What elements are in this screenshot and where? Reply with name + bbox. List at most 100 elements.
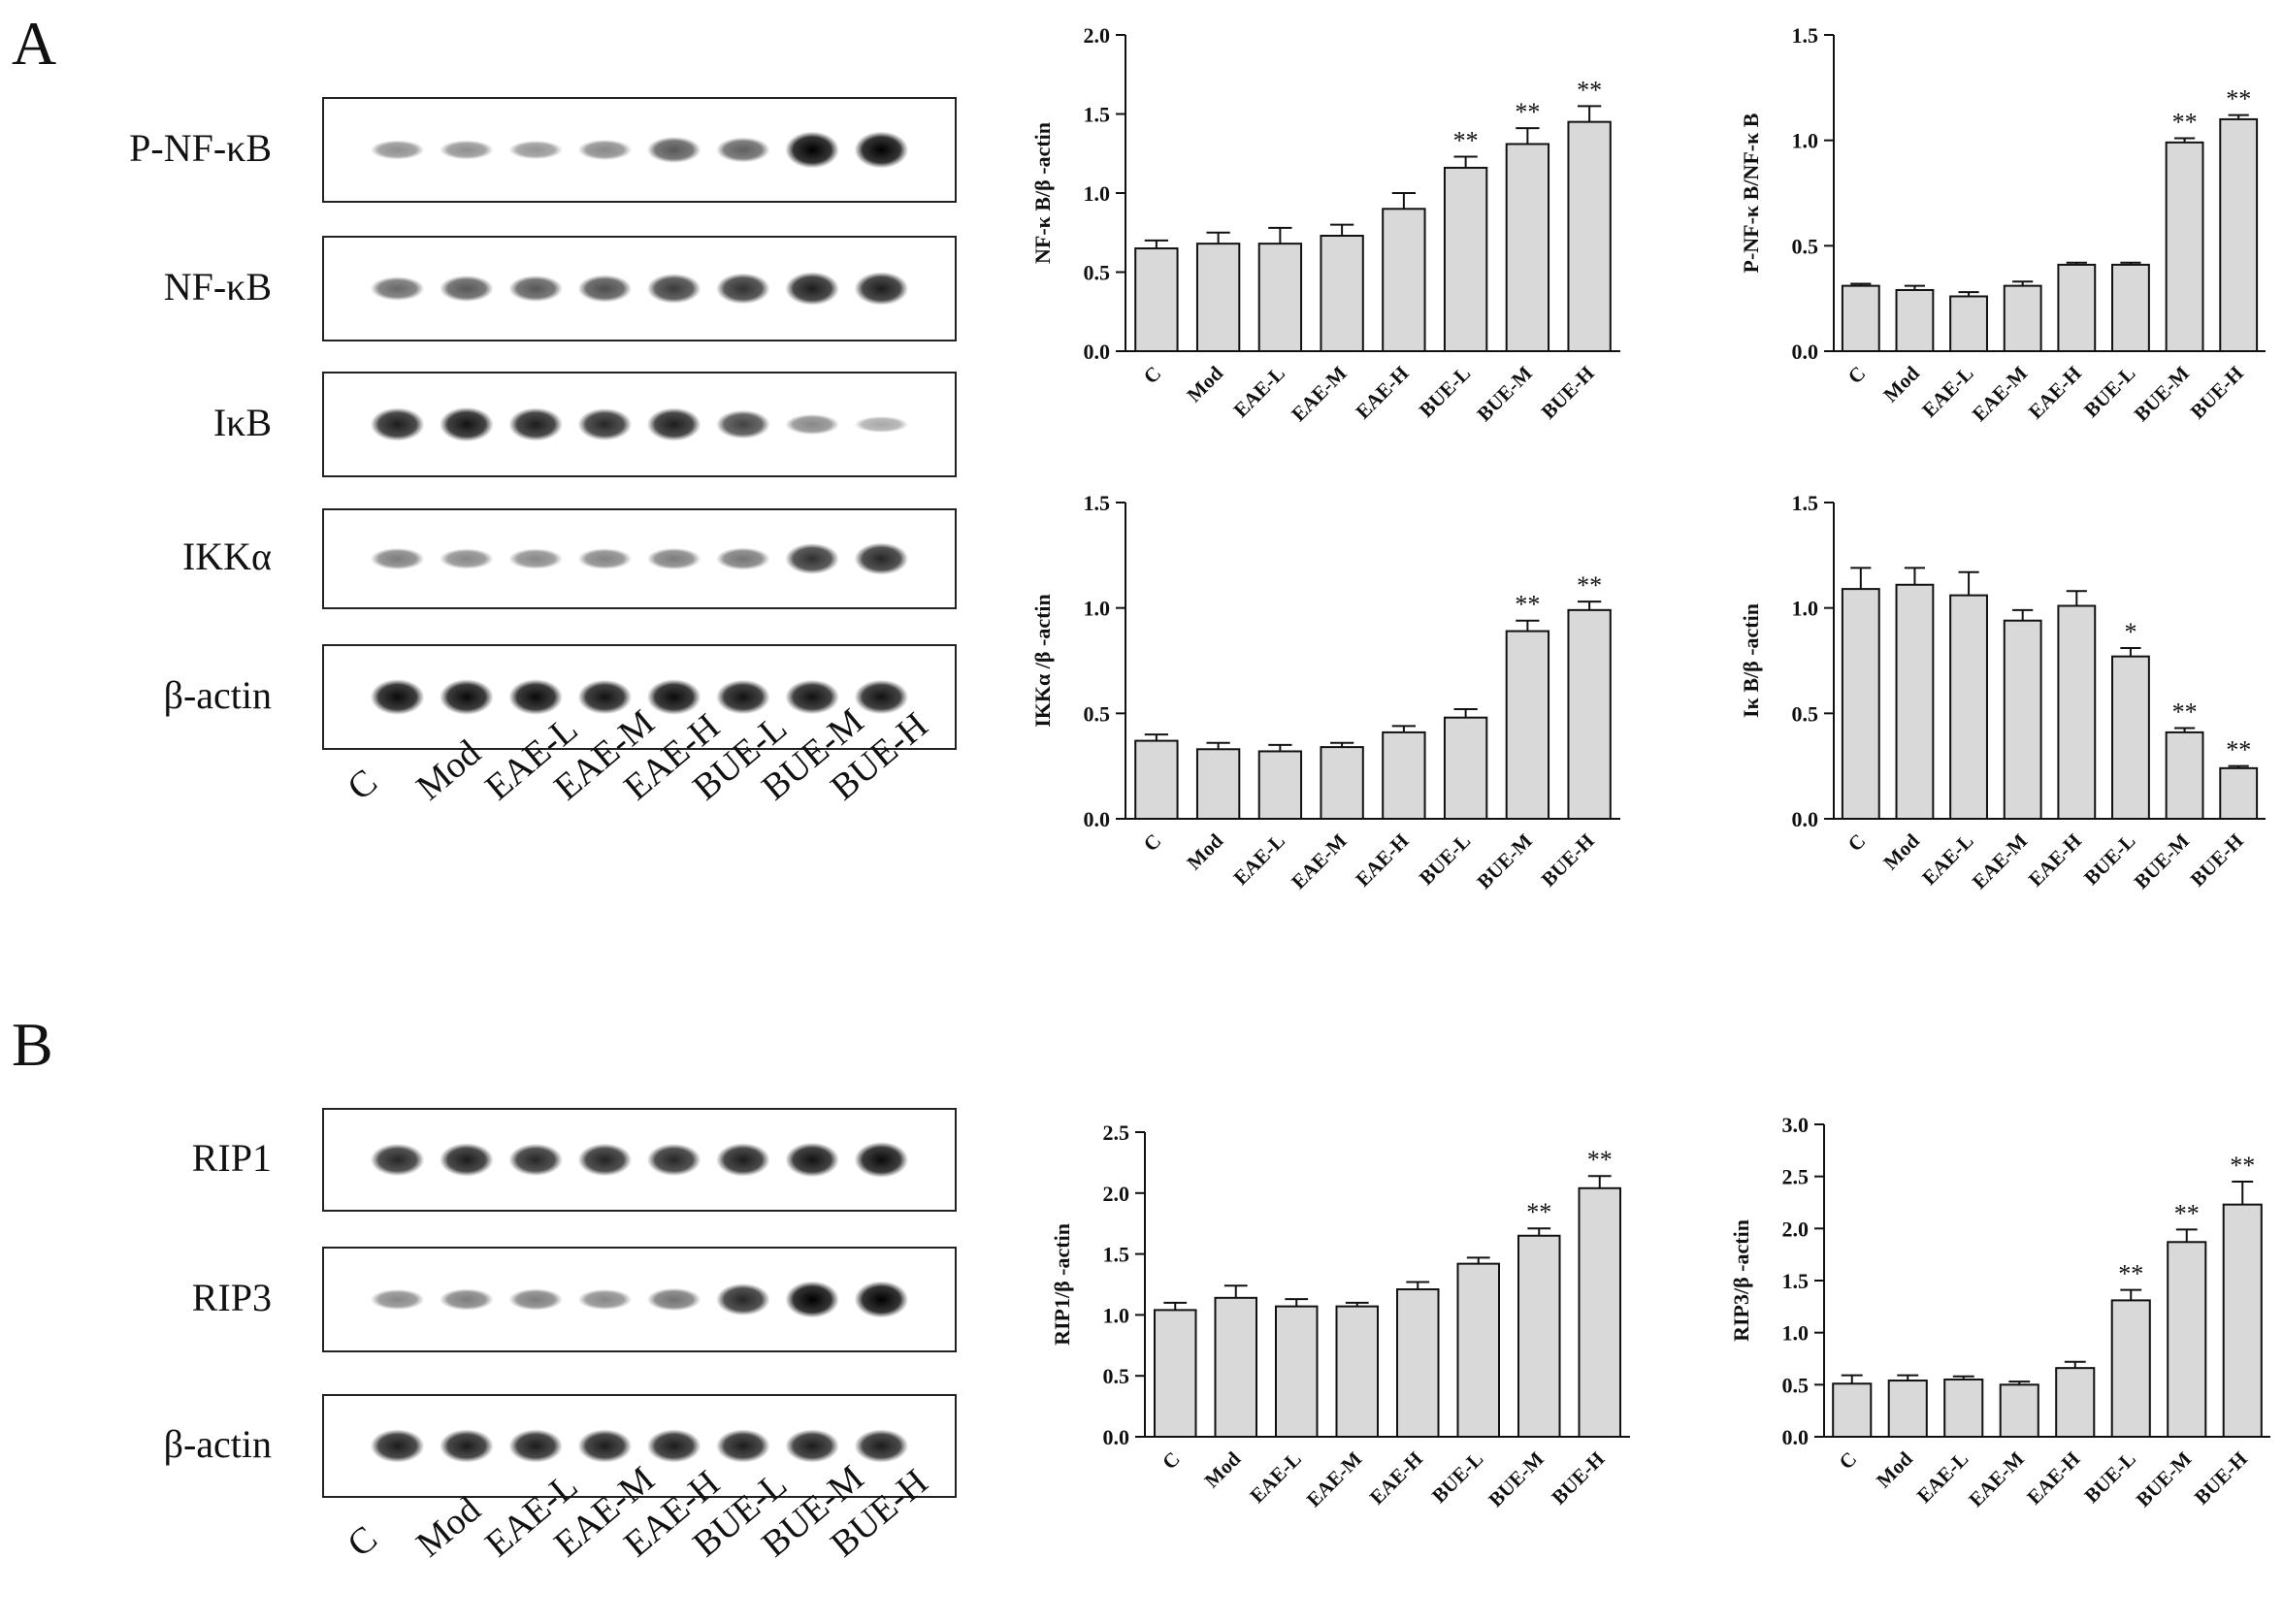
x-tick-label: BUE-H [2186, 829, 2248, 892]
blot-band [577, 275, 633, 303]
y-axis-label: P-NF-κ B/NF-κ B [1739, 113, 1763, 273]
bar [1949, 594, 1988, 820]
bar [2167, 1241, 2207, 1438]
significance-marker: ** [2230, 1152, 2255, 1180]
blot-label: RIP3 [191, 1275, 272, 1319]
blot-band [370, 276, 425, 301]
blot-band [785, 1142, 839, 1178]
bar-chart-svg: 0.0 0.5 1.0 1.5 IKKα /β -actin C Mod EAE-LEAE-M… [1030, 491, 1620, 893]
blot-band [785, 131, 839, 169]
y-tick-label: 2.0 [1103, 1182, 1130, 1206]
y-tick-label: 0.5 [1792, 701, 1819, 726]
blot-band [508, 407, 563, 441]
blot-label: β-actin [163, 1421, 272, 1466]
blot-band [646, 1143, 701, 1177]
blot-band [508, 548, 563, 569]
blot-band [577, 407, 633, 441]
blot-image [322, 97, 957, 203]
blot-label: RIP1 [191, 1135, 272, 1180]
x-tick-label: BUE-M [1472, 828, 1537, 893]
bar [2057, 263, 2097, 353]
bar-chart: 0.0 0.5 1.0 1.5 P-NF-κ B/NF-κ B C Mod EAE-L EAE-… [1717, 16, 2283, 502]
y-axis-label: RIP1/β -actin [1050, 1223, 1074, 1346]
y-tick-label: 1.5 [1782, 1269, 1810, 1293]
bar [1841, 284, 1880, 353]
blot-label: NF-κB [163, 264, 272, 309]
blot-band [646, 1429, 701, 1463]
blot-band [716, 1429, 770, 1463]
significance-marker: ** [1453, 127, 1479, 155]
blot-band [854, 1142, 909, 1178]
blot-band [854, 542, 909, 575]
bar-chart-svg: 0.0 0.5 1.0 1.5 2.0 2.5 RIP1/β -actin C Mod EAE-L… [1050, 1121, 1630, 1511]
significance-marker: ** [1577, 571, 1602, 600]
blot-image [322, 1247, 957, 1352]
blot-band [785, 272, 839, 306]
blot-band [577, 1143, 633, 1177]
y-axis-label: NF-κ B/β -actin [1030, 122, 1055, 264]
blot-label: IKKα [181, 535, 272, 578]
x-tick-label: C [1835, 1447, 1862, 1475]
blot-image [322, 372, 957, 477]
x-tick-label: EAE-L [1245, 1447, 1305, 1508]
bar [1887, 1380, 1928, 1439]
blot-band [508, 1429, 563, 1463]
blot-band [440, 140, 494, 160]
lane-label: Mod [408, 1488, 489, 1566]
blot-band [370, 679, 425, 715]
bar [2222, 1203, 2263, 1438]
blot-band [508, 275, 563, 303]
x-tick-label: EAE-L [1912, 1447, 1973, 1508]
y-tick-label: 0.0 [1792, 340, 1819, 364]
y-tick-label: 1.0 [1792, 129, 1819, 153]
blot-band [370, 1288, 425, 1311]
blot-image [322, 1108, 957, 1212]
x-tick-label: BUE-L [2079, 362, 2139, 422]
blot-band [854, 679, 909, 715]
bar [1832, 1382, 1873, 1439]
significance-marker: ** [1577, 76, 1602, 104]
blot-band [785, 413, 839, 436]
bar [1320, 235, 1364, 352]
x-tick-label: BUE-L [1415, 829, 1475, 890]
bar [1214, 1296, 1257, 1438]
x-tick-label: Mod [1872, 1446, 1917, 1492]
y-tick-label: 2.0 [1084, 23, 1111, 48]
x-tick-label: EAE-H [1351, 362, 1413, 424]
bar [1257, 243, 1303, 352]
blot-band [716, 1283, 770, 1316]
bar [1320, 746, 1364, 820]
blot-band [785, 679, 839, 715]
blot-label: P-NF-κB [129, 125, 272, 170]
blot-band [785, 543, 839, 574]
x-tick-label: EAE-H [2024, 362, 2086, 424]
bar [1895, 583, 1935, 821]
y-tick-label: 1.0 [1782, 1321, 1810, 1346]
x-tick-label: BUE-M [1472, 361, 1537, 426]
x-tick-label: EAE-H [1365, 1447, 1427, 1510]
x-tick-label: EAE-H [2022, 1447, 2084, 1510]
x-tick-label: EAE-M [1964, 1446, 2029, 1511]
y-tick-label: 0.0 [1782, 1425, 1810, 1449]
x-tick-label: Mod [1182, 828, 1227, 874]
y-tick-label: 2.0 [1782, 1217, 1810, 1241]
bar [2165, 731, 2204, 821]
blot-band [646, 547, 701, 570]
blot-band [370, 1429, 425, 1463]
x-tick-label: BUE-H [1537, 829, 1599, 892]
x-tick-label: EAE-M [1287, 361, 1352, 426]
x-tick-label: BUE-H [2190, 1447, 2252, 1510]
significance-marker: ** [2174, 1199, 2200, 1227]
blot-band [577, 1288, 633, 1311]
x-tick-label: EAE-L [1229, 362, 1289, 422]
x-tick-label: C [1843, 362, 1871, 389]
blot-band [854, 416, 909, 433]
bar [1456, 1262, 1500, 1438]
blot-band [716, 409, 770, 439]
blot-band [440, 548, 494, 569]
blot-band [785, 1429, 839, 1463]
bar [2111, 263, 2150, 353]
x-tick-label: BUE-H [1537, 362, 1599, 424]
bar [1443, 716, 1488, 820]
